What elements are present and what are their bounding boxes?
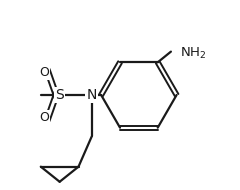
Text: N: N <box>87 88 97 102</box>
Text: NH$_2$: NH$_2$ <box>180 46 207 61</box>
Text: S: S <box>55 88 64 102</box>
Text: O: O <box>40 111 49 124</box>
Text: O: O <box>40 66 49 79</box>
